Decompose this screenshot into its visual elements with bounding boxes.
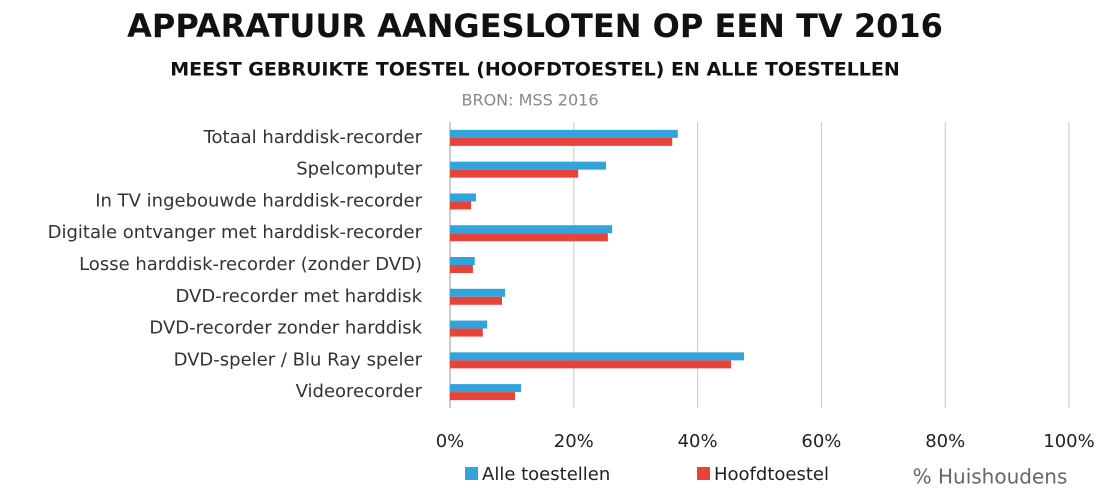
chart-title: APPARATUUR AANGESLOTEN OP EEN TV 2016 [127,7,943,45]
x-tick-label: 80% [925,431,965,452]
x-tick-label: 20% [554,431,594,452]
x-axis-label: % Huishoudens [913,465,1068,488]
y-tick-label: In TV ingebouwde harddisk-recorder [95,190,422,211]
bar [450,169,579,178]
bar [450,193,476,202]
bar [450,392,515,401]
y-tick-label: Spelcomputer [296,159,422,180]
bar [450,320,488,329]
bar [450,265,473,273]
x-tick-label: 0% [436,431,465,452]
bar [450,352,745,361]
chart-subtitle: MEEST GEBRUIKTE TOESTEL (HOOFDTOESTEL) E… [170,59,900,81]
x-tick-label: 100% [1043,431,1094,452]
legend-label: Alle toestellen [482,464,610,485]
bar [450,328,483,337]
legend-label: Hoofdtoestel [714,464,829,485]
bar [450,129,678,138]
legend-swatch [465,467,478,480]
y-tick-label: Digitale ontvanger met harddisk-recorder [48,222,423,243]
y-tick-label: DVD-recorder zonder harddisk [149,318,422,339]
y-tick-label: Totaal harddisk-recorder [203,127,423,148]
y-tick-label: Videorecorder [296,381,423,402]
y-tick-label: Losse harddisk-recorder (zonder DVD) [79,254,422,275]
chart-source: BRON: MSS 2016 [461,91,598,110]
x-tick-label: 40% [678,431,718,452]
y-tick-label: DVD-recorder met harddisk [176,286,423,307]
bar [450,201,472,210]
legend-swatch [697,467,710,480]
bar [450,360,732,369]
bar [450,296,502,305]
x-tick-label: 60% [801,431,841,452]
y-tick-label: DVD-speler / Blu Ray speler [174,349,423,370]
bar [450,257,475,265]
bar [450,288,506,297]
bar [450,161,606,170]
bar [450,384,522,393]
bar [450,233,608,242]
bar [450,137,673,146]
bar [450,225,613,234]
